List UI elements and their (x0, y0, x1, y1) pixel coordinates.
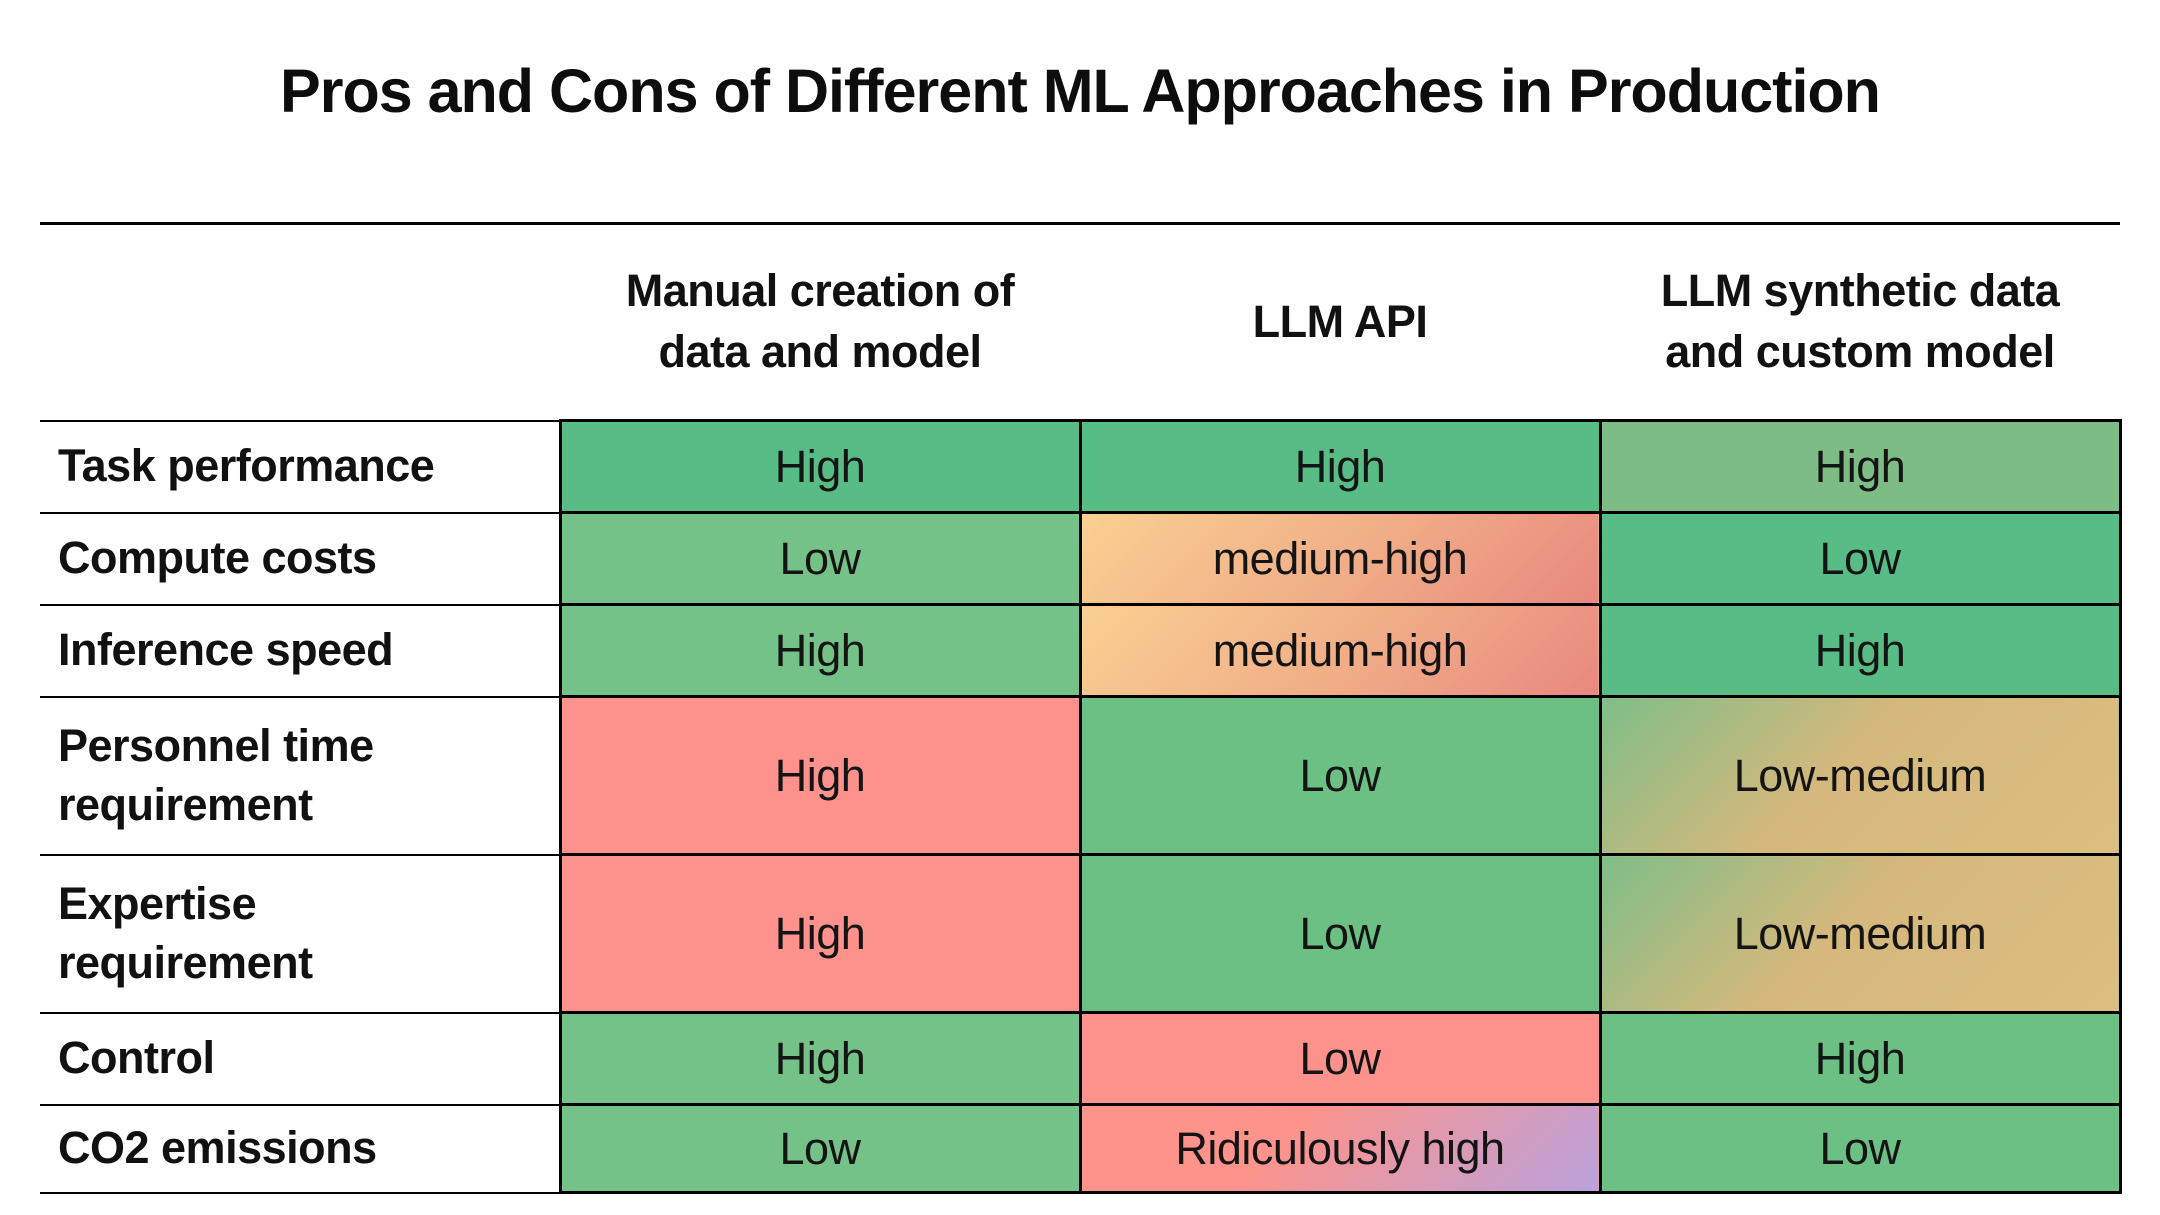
table-cell: Low (558, 1103, 1082, 1195)
table-cell: High (558, 695, 1082, 857)
row-label: Personnel time requirement (40, 695, 562, 856)
row-label: Compute costs (40, 511, 562, 606)
table-cell: medium-high (1078, 603, 1602, 699)
table-cell: High (558, 419, 1082, 515)
comparison-table: Manual creation of data and model LLM AP… (40, 222, 2122, 1195)
table-row: Compute costs Low medium-high Low (40, 511, 2122, 607)
row-label: Control (40, 1011, 562, 1106)
table-row: CO2 emissions Low Ridiculously high Low (40, 1103, 2122, 1195)
row-label: Expertise requirement (40, 853, 562, 1014)
table-cell: High (558, 1011, 1082, 1107)
table-cell: Low (558, 511, 1082, 607)
corner-cell (40, 222, 560, 421)
table-cell: Ridiculously high (1078, 1103, 1602, 1195)
row-label: Task performance (40, 419, 562, 514)
table-cell: Low (1598, 511, 2122, 607)
table-cell: medium-high (1078, 511, 1602, 607)
table-cell: High (1598, 1011, 2122, 1107)
header-row: Manual creation of data and model LLM AP… (40, 222, 2120, 421)
table-cell: High (1078, 419, 1602, 515)
table-cell: Low (1078, 1011, 1602, 1107)
row-label: Inference speed (40, 603, 562, 698)
row-label: CO2 emissions (40, 1103, 562, 1194)
table-cell: High (558, 853, 1082, 1015)
table-cell: High (1598, 419, 2122, 515)
table-row: Personnel time requirement High Low Low-… (40, 695, 2122, 857)
slide-title: Pros and Cons of Different ML Approaches… (280, 57, 1881, 125)
table-cell: Low (1078, 695, 1602, 857)
table-row: Expertise requirement High Low Low-mediu… (40, 853, 2122, 1015)
table-cell: Low (1598, 1103, 2122, 1195)
table-cell: Low-medium (1598, 695, 2122, 857)
table-row: Inference speed High medium-high High (40, 603, 2122, 699)
table-cell: High (1598, 603, 2122, 699)
table-cell: Low (1078, 853, 1602, 1015)
column-header-manual: Manual creation of data and model (560, 222, 1080, 421)
table-cell: Low-medium (1598, 853, 2122, 1015)
column-header-llm-synthetic: LLM synthetic data and custom model (1600, 222, 2120, 421)
column-header-llm-api: LLM API (1080, 222, 1600, 421)
table-row: Control High Low High (40, 1011, 2122, 1107)
table-row: Task performance High High High (40, 419, 2122, 515)
table-cell: High (558, 603, 1082, 699)
